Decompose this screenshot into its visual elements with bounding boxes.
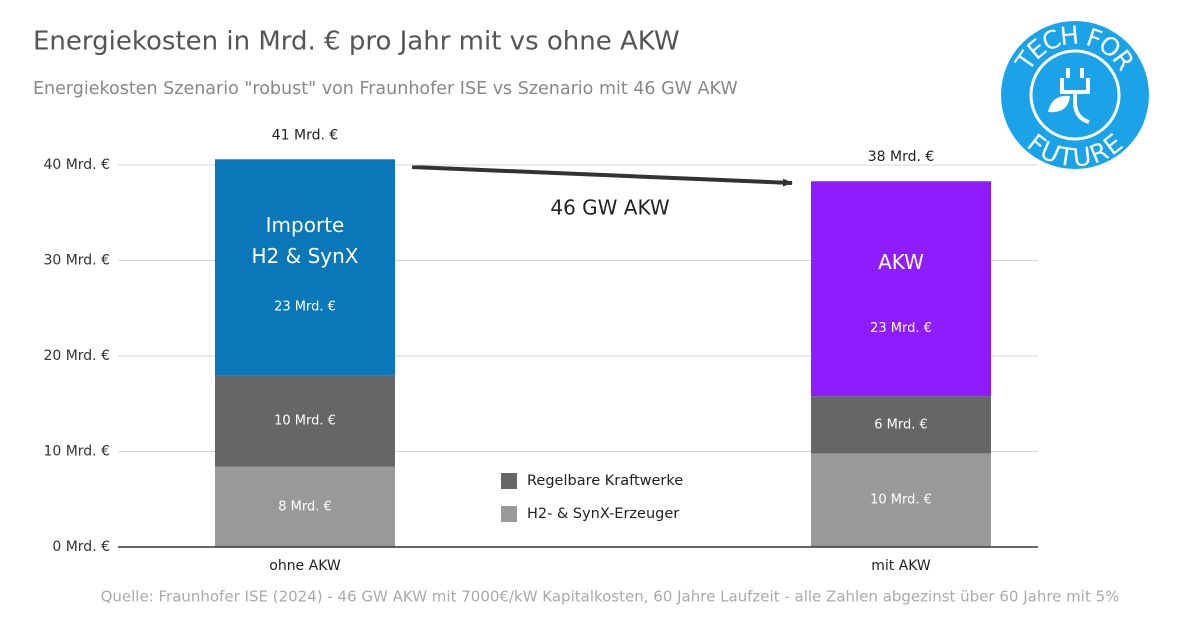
source-note: Quelle: Fraunhofer ISE (2024) - 46 GW AK… (101, 588, 1120, 606)
chart-subtitle: Energiekosten Szenario "robust" von Frau… (33, 79, 738, 99)
logo: TECH FOR FUTURE (1001, 20, 1149, 173)
logo-ring (1029, 49, 1121, 141)
legend-swatch (501, 506, 517, 522)
chart-title: Energiekosten in Mrd. € pro Jahr mit vs … (33, 27, 680, 57)
total-label: 41 Mrd. € (272, 127, 339, 143)
y-tick-label: 20 Mrd. € (43, 348, 110, 364)
legend-swatch (501, 473, 517, 489)
bar-segment (215, 466, 395, 547)
y-tick-label: 40 Mrd. € (43, 157, 110, 173)
value-label: 10 Mrd. € (870, 493, 932, 508)
bar-segment (215, 375, 395, 467)
y-tick-label: 0 Mrd. € (52, 539, 110, 555)
logo-plug (1060, 68, 1090, 124)
value-label: 8 Mrd. € (278, 499, 332, 514)
bar-segment (811, 181, 991, 397)
x-tick-label: mit AKW (871, 558, 931, 574)
value-label: 23 Mrd. € (870, 321, 932, 336)
value-label: 10 Mrd. € (274, 413, 336, 428)
bar-segment (811, 453, 991, 547)
bar-segment (215, 159, 395, 376)
value-label: 23 Mrd. € (274, 300, 336, 315)
y-tick-label: 10 Mrd. € (43, 444, 110, 460)
annotation: 46 GW AKW (550, 196, 670, 220)
y-tick-label: 30 Mrd. € (43, 253, 110, 269)
segment-name: Importe (266, 213, 345, 237)
legend-label: Regelbare Kraftwerke (527, 473, 683, 489)
logo-leaf (1048, 95, 1070, 113)
segment-name: AKW (878, 250, 924, 274)
x-tick-label: ohne AKW (269, 558, 341, 574)
annotation-arrow (411, 165, 793, 187)
value-label: 6 Mrd. € (874, 417, 928, 432)
bar-segment (811, 396, 991, 454)
legend-label: H2- & SynX-Erzeuger (527, 506, 679, 522)
segment-name: H2 & SynX (252, 244, 359, 268)
total-label: 38 Mrd. € (868, 149, 935, 165)
